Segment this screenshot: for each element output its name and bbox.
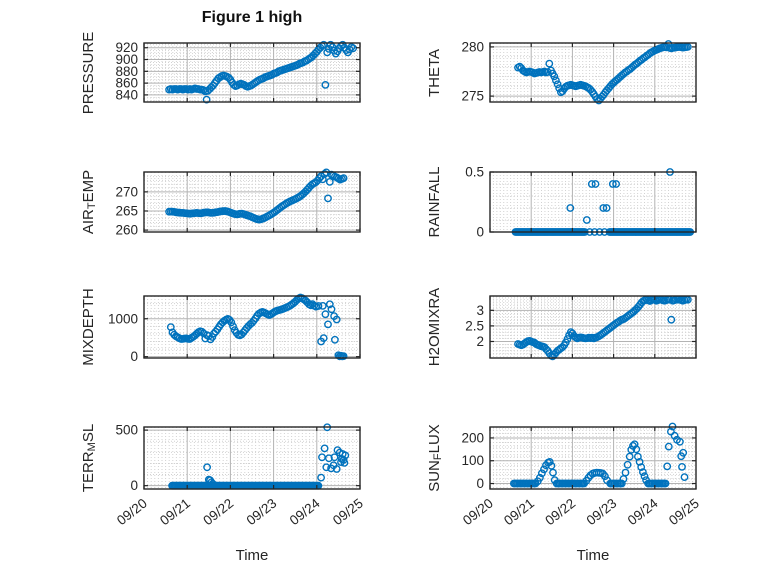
svg-text:09/23: 09/23 xyxy=(244,496,280,529)
data-points xyxy=(510,422,689,488)
subplot-sun_flux: 0 100 200 09/20 09/21 09/22 09/23 09/24 09/25 xyxy=(460,422,702,528)
svg-text:0: 0 xyxy=(476,476,484,491)
svg-text:09/22: 09/22 xyxy=(200,496,236,529)
svg-text:0: 0 xyxy=(130,478,138,493)
x-tick-labels: 09/20 09/21 09/22 09/23 09/24 09/25 xyxy=(114,495,366,528)
tick-marks xyxy=(489,171,697,233)
svg-text:280: 280 xyxy=(461,39,484,54)
svg-text:265: 265 xyxy=(115,203,138,218)
subplot-theta: 275 280 xyxy=(461,39,697,105)
svg-text:900: 900 xyxy=(115,52,138,67)
svg-text:200: 200 xyxy=(461,430,484,445)
tick-marks xyxy=(489,296,697,358)
svg-text:09/20: 09/20 xyxy=(114,496,150,529)
svg-text:09/25: 09/25 xyxy=(330,496,366,529)
minor-grid xyxy=(490,172,696,232)
svg-text:860: 860 xyxy=(115,76,138,91)
svg-text:09/21: 09/21 xyxy=(501,496,537,529)
y-axis-label-mixdepth: MIXDEPTH xyxy=(79,288,97,366)
subplot-rainfall: 00.5 xyxy=(465,165,697,240)
y-tick-labels: 260 265 270 xyxy=(115,184,138,237)
svg-text:1000: 1000 xyxy=(108,311,138,326)
svg-text:920: 920 xyxy=(115,40,138,55)
y-tick-labels: 22.53 xyxy=(465,303,484,349)
x-tick-labels: 09/20 09/21 09/22 09/23 09/24 09/25 xyxy=(460,495,702,528)
tick-marks xyxy=(143,43,361,102)
axes-frame xyxy=(489,171,697,233)
axes-frame xyxy=(489,426,697,490)
y-tick-labels: 0 1000 xyxy=(108,311,138,364)
svg-text:09/25: 09/25 xyxy=(666,496,702,529)
subplot-terr_msl: 0 500 09/20 09/21 09/22 09/23 09/24 09/25 xyxy=(114,423,366,529)
subplot-h2omixra: 22.53 xyxy=(465,295,697,361)
svg-text:500: 500 xyxy=(115,423,138,438)
data-points xyxy=(168,423,350,490)
svg-text:275: 275 xyxy=(461,89,484,104)
data-points xyxy=(165,168,348,224)
svg-text:100: 100 xyxy=(461,453,484,468)
svg-text:0: 0 xyxy=(476,225,484,240)
figure-title: Figure 1 high xyxy=(201,9,303,26)
y-axis-label-terr_msl: TERR M SL xyxy=(79,423,99,493)
minor-grid xyxy=(144,427,360,489)
tick-marks xyxy=(489,43,697,102)
svg-text:09/24: 09/24 xyxy=(625,495,661,528)
tick-marks xyxy=(143,296,361,358)
svg-text:3: 3 xyxy=(476,303,484,318)
axes-frame xyxy=(143,42,361,103)
svg-text:09/22: 09/22 xyxy=(542,496,578,529)
svg-text:0: 0 xyxy=(130,349,138,364)
y-tick-labels: 0 500 xyxy=(115,423,138,494)
y-axis-label-theta: THETA xyxy=(425,48,443,97)
axes-frame xyxy=(143,171,361,233)
svg-text:09/20: 09/20 xyxy=(460,496,496,529)
axes-frame xyxy=(489,42,697,103)
svg-text:260: 260 xyxy=(115,223,138,238)
y-axis-label-sun_flux: SUN F LUX xyxy=(425,424,445,492)
svg-text:880: 880 xyxy=(115,64,138,79)
svg-text:2.5: 2.5 xyxy=(465,318,484,333)
tick-marks xyxy=(143,172,361,232)
data-points xyxy=(514,40,692,105)
minor-grid xyxy=(490,43,696,102)
y-tick-labels: 0 100 200 xyxy=(461,430,484,491)
svg-text:0.5: 0.5 xyxy=(465,165,484,180)
axes-frame xyxy=(143,426,361,490)
data-points xyxy=(166,293,348,361)
y-tick-labels: 275 280 xyxy=(461,39,484,103)
y-axis-label-pressure: PRESSURE xyxy=(79,31,97,114)
y-tick-labels: 00.5 xyxy=(465,165,484,240)
axes-frame xyxy=(143,295,361,359)
x-axis-label-right: Time xyxy=(576,547,610,564)
svg-text:270: 270 xyxy=(115,184,138,199)
tick-marks xyxy=(143,427,361,489)
tick-marks xyxy=(489,427,697,489)
svg-text:09/24: 09/24 xyxy=(287,495,323,528)
axes-frame xyxy=(489,295,697,359)
x-axis-label-left: Time xyxy=(235,547,269,564)
svg-text:09/23: 09/23 xyxy=(584,496,620,529)
subplot-air_temp: 260 265 270 xyxy=(115,168,361,238)
svg-text:2: 2 xyxy=(476,334,484,349)
subplot-mixdepth: 0 1000 xyxy=(108,293,361,364)
data-points xyxy=(165,40,357,104)
svg-text:09/21: 09/21 xyxy=(157,496,193,529)
svg-text:840: 840 xyxy=(115,87,138,102)
y-axis-label-h2omixra: H2OMIXRA xyxy=(425,287,443,367)
